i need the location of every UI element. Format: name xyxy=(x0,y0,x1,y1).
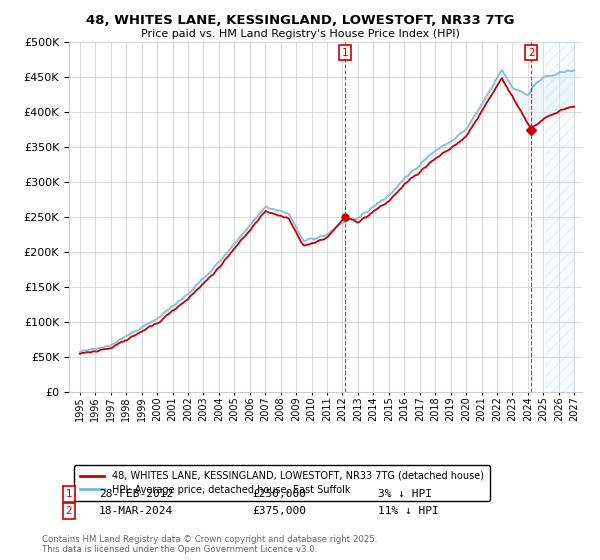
Text: 48, WHITES LANE, KESSINGLAND, LOWESTOFT, NR33 7TG: 48, WHITES LANE, KESSINGLAND, LOWESTOFT,… xyxy=(86,14,514,27)
Text: 11% ↓ HPI: 11% ↓ HPI xyxy=(378,506,439,516)
Text: 2: 2 xyxy=(65,506,73,516)
Text: 1: 1 xyxy=(342,48,349,58)
Text: 3% ↓ HPI: 3% ↓ HPI xyxy=(378,489,432,499)
Text: Price paid vs. HM Land Registry's House Price Index (HPI): Price paid vs. HM Land Registry's House … xyxy=(140,29,460,39)
Text: 1: 1 xyxy=(65,489,73,499)
Text: £250,000: £250,000 xyxy=(252,489,306,499)
Text: 28-FEB-2012: 28-FEB-2012 xyxy=(99,489,173,499)
Text: Contains HM Land Registry data © Crown copyright and database right 2025.
This d: Contains HM Land Registry data © Crown c… xyxy=(42,535,377,554)
Text: 2: 2 xyxy=(528,48,535,58)
Text: 18-MAR-2024: 18-MAR-2024 xyxy=(99,506,173,516)
Legend: 48, WHITES LANE, KESSINGLAND, LOWESTOFT, NR33 7TG (detached house), HPI: Average: 48, WHITES LANE, KESSINGLAND, LOWESTOFT,… xyxy=(74,465,490,501)
Text: £375,000: £375,000 xyxy=(252,506,306,516)
